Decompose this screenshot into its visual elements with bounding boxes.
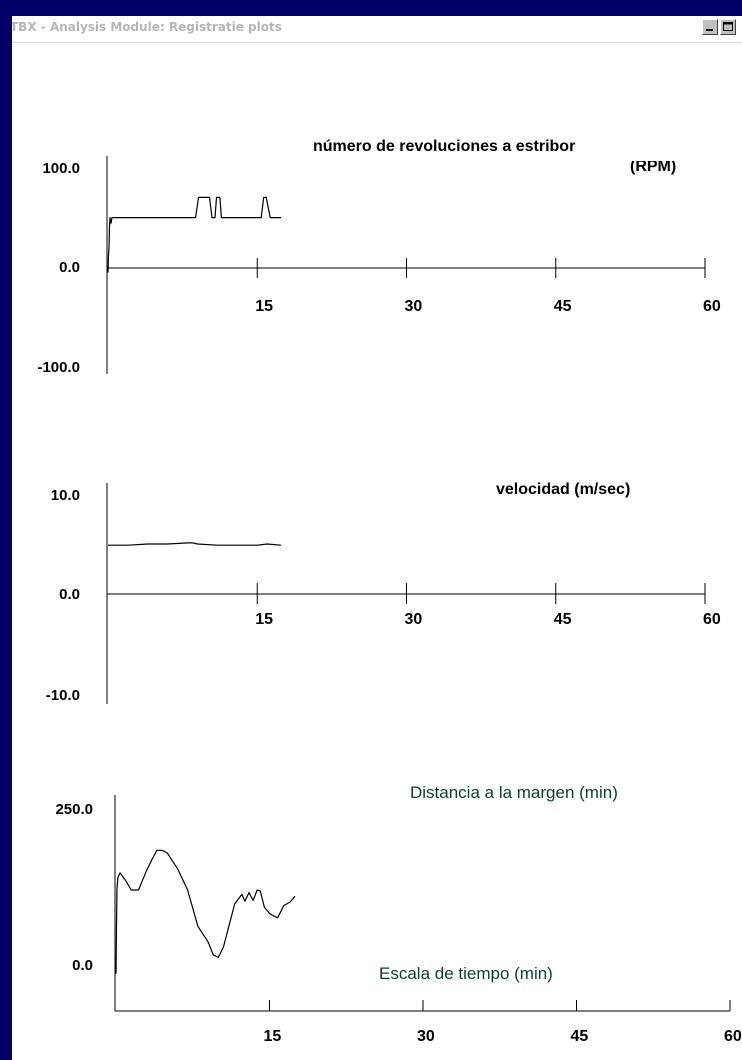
window-title: TBX - Analysis Module: Registratie plots: [12, 20, 282, 34]
series-line: [115, 849, 296, 974]
y-tick-label: 100.0: [42, 160, 80, 177]
y-tick-label: 10.0: [51, 487, 80, 504]
analysis-window: TBX - Analysis Module: Registratie plots…: [12, 16, 742, 1060]
maximize-icon: [723, 22, 733, 31]
minimize-icon: [706, 29, 713, 31]
title-clip-mask: [612, 155, 732, 161]
series-line: [108, 542, 282, 546]
chart-velocidad-title: velocidad (m/sec): [496, 481, 630, 498]
chart-distancia-title: Distancia a la margen (min): [410, 783, 618, 802]
chart-distancia-annotation: Escala de tiempo (min): [379, 964, 553, 983]
x-tick-label: 45: [571, 1028, 589, 1045]
x-tick-label: 15: [255, 298, 273, 315]
chart-distancia: Distancia a la margen (min) Escala de ti…: [55, 783, 741, 1045]
y-tick-label: -10.0: [46, 687, 80, 704]
chart-rpm-title: número de revoluciones a estribor: [313, 138, 575, 155]
minimize-button[interactable]: [702, 19, 718, 35]
x-tick-label: 60: [703, 611, 721, 628]
y-tick-label: 0.0: [59, 259, 80, 276]
x-tick-label: 30: [405, 298, 423, 315]
x-tick-label: 60: [703, 298, 721, 315]
y-tick-label: 0.0: [72, 957, 93, 974]
x-tick-label: 15: [255, 611, 273, 628]
x-tick-label: 15: [264, 1028, 282, 1045]
y-tick-label: 0.0: [59, 586, 80, 603]
maximize-button[interactable]: [720, 19, 736, 35]
chart-rpm: número de revoluciones a estribor (RPM) …: [37, 138, 732, 376]
x-tick-label: 45: [554, 611, 572, 628]
chart-rpm-title-line2: (RPM): [630, 158, 676, 175]
series-line: [107, 196, 282, 273]
x-tick-label: 30: [417, 1028, 435, 1045]
y-tick-label: 250.0: [55, 801, 93, 818]
x-tick-label: 45: [554, 298, 572, 315]
x-tick-label: 30: [405, 611, 423, 628]
y-tick-label: -100.0: [37, 359, 80, 376]
title-bar[interactable]: TBX - Analysis Module: Registratie plots: [12, 16, 742, 43]
chart-velocidad: velocidad (m/sec) 15 30 45 60 10.0 0.0 -10.0: [46, 481, 721, 704]
x-tick-label: 60: [724, 1028, 742, 1045]
registration-plots: número de revoluciones a estribor (RPM) …: [37, 138, 741, 1045]
